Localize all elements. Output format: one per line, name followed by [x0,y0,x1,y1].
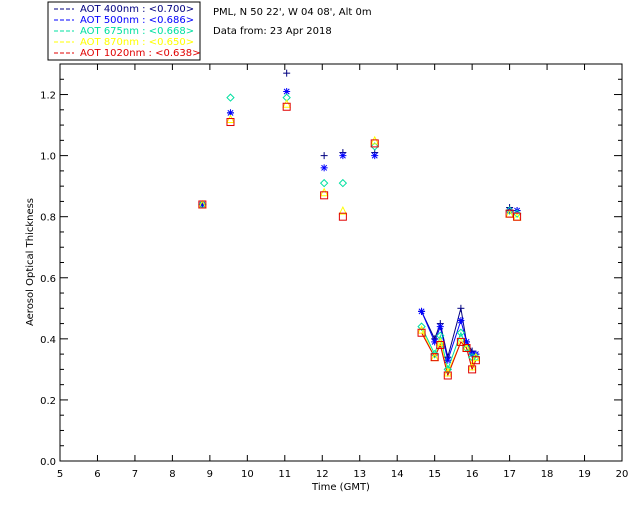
data-point-s3-4 [338,205,348,215]
data-point-s1-5 [371,152,379,160]
data-point-s1-4 [339,152,347,160]
data-point-s4-13 [471,356,480,365]
x-axis-label: Time (GMT) [311,482,370,493]
x-tick-label: 8 [169,469,175,480]
data-point-s4-7 [430,353,439,362]
series-line-1 [421,311,476,363]
data-point-s1-8 [436,323,444,331]
plot-frame [59,63,623,462]
data-point-s1-10 [457,317,465,325]
x-tick-label: 15 [428,469,441,480]
data-point-s0-10 [457,304,465,312]
data-point-s2-9 [443,365,452,374]
data-point-s4-15 [513,212,522,221]
x-tick-label: 12 [316,469,329,480]
data-point-s4-11 [462,344,471,353]
legend-label-3: AOT 870nm : <0.650> [80,37,194,48]
x-tick-label: 10 [241,469,254,480]
data-point-s2-7 [430,349,439,359]
y-tick-label: 0.2 [40,396,56,407]
x-tick-label: 5 [57,469,63,480]
data-point-s4-4 [338,212,347,221]
data-point-s2-4 [338,178,348,188]
x-tick-label: 13 [353,469,366,480]
data-point-s4-8 [436,340,445,349]
data-point-s4-9 [443,371,452,380]
data-point-s4-2 [282,102,291,111]
legend-label-2: AOT 675nm : <0.668> [80,26,194,37]
data-point-s2-14 [505,206,514,215]
data-point-s4-1 [226,118,235,127]
data-point-s4-10 [456,337,465,346]
data-point-s2-3 [319,178,329,188]
data-point-s4-0 [198,200,207,209]
x-tick-label: 7 [132,469,138,480]
date-text: Data from: 23 Apr 2018 [213,26,332,37]
x-tick-label: 18 [541,469,554,480]
data-point-s0-2 [283,69,291,77]
x-tick-label: 14 [391,469,404,480]
y-axis-label: Aerosol Optical Thickness [25,198,36,326]
legend-label-4: AOT 1020nm : <0.638> [80,48,200,59]
data-point-s1-6 [418,307,426,315]
data-point-s2-5 [370,142,379,151]
data-point-s4-12 [468,365,477,374]
legend-label-0: AOT 400nm : <0.700> [80,4,194,15]
data-point-s0-3 [320,152,328,160]
data-point-s2-10 [456,328,466,337]
x-tick-label: 17 [503,469,516,480]
location-text: PML, N 50 22', W 04 08', Alt 0m [213,7,372,18]
x-tick-label: 11 [278,469,291,480]
y-tick-label: 1.2 [40,91,56,102]
y-tick-label: 1.0 [40,152,56,163]
data-point-s4-5 [370,139,379,148]
x-tick-label: 16 [466,469,479,480]
data-point-s4-3 [320,191,329,200]
x-tick-label: 19 [578,469,591,480]
y-tick-label: 0.6 [40,274,56,285]
data-point-s4-6 [417,328,426,337]
data-point-s1-3 [320,164,328,172]
series-line-0 [421,308,477,358]
x-tick-label: 6 [94,469,100,480]
data-point-s2-1 [226,93,235,102]
data-point-s2-15 [512,209,522,218]
x-tick-label: 20 [616,469,629,480]
data-point-s1-9 [444,356,452,364]
y-tick-label: 0.8 [40,213,56,224]
legend-label-1: AOT 500nm : <0.686> [80,15,194,26]
data-point-s2-6 [417,322,426,331]
y-tick-label: 0.0 [40,457,56,468]
x-tick-label: 9 [207,469,213,480]
y-tick-label: 0.4 [40,335,56,346]
